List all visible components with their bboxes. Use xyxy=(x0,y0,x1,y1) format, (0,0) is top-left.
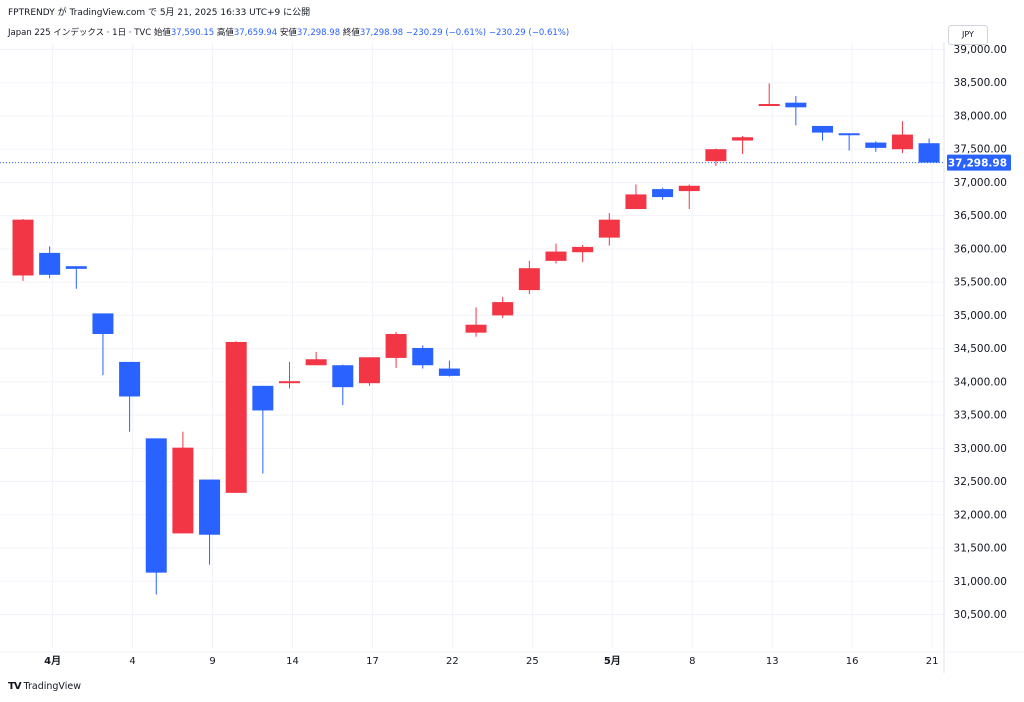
last-price-label: 37,298.98 xyxy=(948,158,1007,170)
candle-body xyxy=(385,333,407,358)
low-value: 37,298.98 xyxy=(296,28,341,38)
y-tick-label: 31,000.00 xyxy=(954,576,1007,588)
candle-body xyxy=(199,479,221,535)
y-tick-label: 33,000.00 xyxy=(954,443,1007,455)
candle-body xyxy=(412,347,434,366)
candle-body xyxy=(918,143,940,163)
change-value: −230.29 (−0.61%) xyxy=(405,28,487,38)
candle-body xyxy=(598,219,620,238)
x-tick-label: 25 xyxy=(526,656,539,667)
grid-layer xyxy=(0,42,1024,673)
candle-body xyxy=(678,185,700,192)
x-tick-label: 16 xyxy=(846,656,859,667)
y-tick-label: 39,000.00 xyxy=(954,44,1007,56)
publish-info: FPTRENDY が TradingView.com で 5月 21, 2025… xyxy=(8,5,310,18)
x-tick-label: 4 xyxy=(129,656,135,667)
y-tick-label: 30,500.00 xyxy=(954,609,1007,621)
candle-body xyxy=(92,313,114,334)
candle-body xyxy=(838,133,860,136)
candle-layer xyxy=(12,83,940,595)
candle-body xyxy=(652,189,674,198)
y-tick-label: 36,000.00 xyxy=(954,243,1007,255)
y-tick-label: 38,000.00 xyxy=(954,110,1007,122)
publish-de: で xyxy=(145,8,160,18)
y-tick-label: 35,000.00 xyxy=(954,310,1007,322)
x-tick-label: 17 xyxy=(366,656,379,667)
candle-body xyxy=(119,361,141,397)
candle-body xyxy=(812,125,833,133)
site-name[interactable]: TradingView.com xyxy=(69,8,146,18)
candle-body xyxy=(305,359,327,366)
close-label: 終値 xyxy=(342,28,360,38)
last-price-badge xyxy=(947,154,1011,171)
candle-body xyxy=(891,134,913,150)
tradingview-logo[interactable]: TV TradingView xyxy=(8,681,81,692)
y-tick-label: 31,500.00 xyxy=(954,543,1007,555)
y-tick-label: 32,500.00 xyxy=(954,476,1007,488)
candle-body xyxy=(225,341,247,493)
x-tick-label: 21 xyxy=(926,656,939,667)
ohlc-legend: Japan 225 インデックス · 1日 · TVC 始値37,590.15 … xyxy=(8,26,569,38)
candle-body xyxy=(625,194,647,210)
candle-body xyxy=(518,268,540,291)
candle-body xyxy=(65,266,87,269)
candle-body xyxy=(252,385,274,411)
tradingview-logo-icon: TV xyxy=(8,681,22,692)
x-tick-label: 14 xyxy=(286,656,299,667)
high-value: 37,659.94 xyxy=(233,28,278,38)
y-tick-label: 34,500.00 xyxy=(954,343,1007,355)
x-tick-label: 8 xyxy=(689,656,695,667)
author-name[interactable]: FPTRENDY xyxy=(8,8,55,18)
x-axis: 4月 4 9 14 17 22 25 5月 8 13 16 21 xyxy=(44,655,938,667)
y-tick-label: 37,500.00 xyxy=(954,144,1007,156)
x-tick-label: 13 xyxy=(766,656,779,667)
close-value: 37,298.98 xyxy=(359,28,404,38)
candle-body xyxy=(758,104,780,107)
y-tick-label: 32,000.00 xyxy=(954,509,1007,521)
candle-body xyxy=(865,142,887,148)
x-tick-label: 5月 xyxy=(604,655,621,667)
open-value: 37,590.15 xyxy=(170,28,215,38)
candle-body xyxy=(358,357,380,384)
y-tick-label: 35,500.00 xyxy=(954,277,1007,289)
candle-body xyxy=(332,365,354,388)
high-label: 高値 xyxy=(216,28,234,38)
x-tick-label: 9 xyxy=(209,656,215,667)
currency-selector[interactable]: JPY xyxy=(948,25,988,45)
candle-body xyxy=(172,447,194,534)
candle-body xyxy=(465,324,487,333)
candle-body xyxy=(145,438,167,573)
candle-body xyxy=(438,368,460,376)
y-axis: 30,500.00 31,000.00 31,500.00 32,000.00 32,5… xyxy=(947,44,1011,621)
candle-body xyxy=(545,251,567,261)
candle-body xyxy=(572,246,594,253)
y-tick-label: 36,500.00 xyxy=(954,210,1007,222)
change-percent-value: −230.29 (−0.61%) xyxy=(488,28,570,38)
candle-body xyxy=(12,219,34,276)
y-tick-label: 33,500.00 xyxy=(954,410,1007,422)
tradingview-brand: TradingView xyxy=(23,681,81,692)
y-tick-label: 34,000.00 xyxy=(954,376,1007,388)
x-tick-label: 4月 xyxy=(44,655,61,667)
publish-ga: が xyxy=(54,8,70,18)
x-tick-label: 22 xyxy=(446,656,459,667)
candle-body xyxy=(705,149,727,162)
publish-suffix: に公開 xyxy=(280,8,311,18)
open-label: 始値 xyxy=(153,28,171,38)
symbol-label[interactable]: Japan 225 インデックス · 1日 · TVC xyxy=(8,28,152,38)
y-tick-label: 38,500.00 xyxy=(954,77,1007,89)
candle-body xyxy=(492,302,514,316)
candle-body xyxy=(279,381,300,384)
y-tick-label: 37,000.00 xyxy=(954,177,1007,189)
candle-body xyxy=(785,102,807,108)
publish-date: 5月 21, 2025 16:33 UTC+9 xyxy=(159,8,281,18)
low-label: 安値 xyxy=(279,28,297,38)
candle-body xyxy=(732,137,754,141)
candle-body xyxy=(39,252,61,275)
